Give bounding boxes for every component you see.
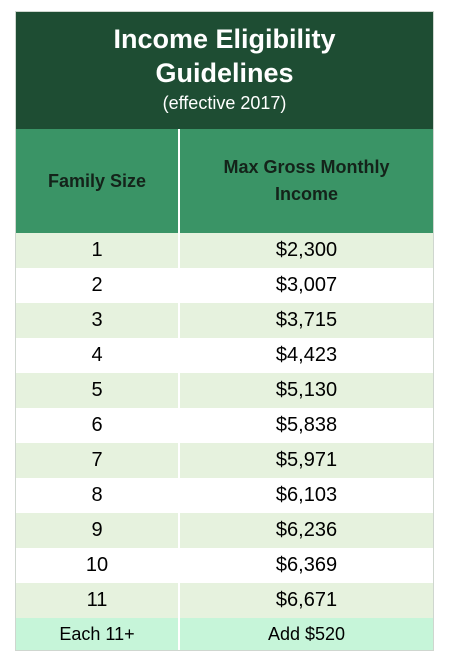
footer-row: Each 11+ Add $520 — [16, 618, 433, 650]
table-row: 5 $5,130 — [16, 373, 433, 408]
family-size-cell: 11 — [16, 583, 180, 618]
guidelines-grid: Family Size Max Gross Monthly Income 1 $2… — [16, 129, 433, 650]
income-cell: $6,369 — [179, 548, 433, 583]
income-eligibility-table: Income Eligibility Guidelines (effective… — [15, 11, 434, 651]
table-row: 8 $6,103 — [16, 478, 433, 513]
footer-size-cell: Each 11+ — [16, 618, 180, 650]
family-size-cell: 2 — [16, 268, 180, 303]
family-size-cell: 7 — [16, 443, 180, 478]
footer-income-cell: Add $520 — [179, 618, 433, 650]
max-income-header-line-1: Max Gross Monthly — [223, 157, 390, 177]
table-row: 11 $6,671 — [16, 583, 433, 618]
title-banner: Income Eligibility Guidelines (effective… — [16, 12, 433, 129]
table-row: 2 $3,007 — [16, 268, 433, 303]
table-row: 9 $6,236 — [16, 513, 433, 548]
income-cell: $5,838 — [179, 408, 433, 443]
income-cell: $6,103 — [179, 478, 433, 513]
income-cell: $6,236 — [179, 513, 433, 548]
family-size-cell: 6 — [16, 408, 180, 443]
title-line-1: Income Eligibility — [113, 24, 336, 54]
table-row: 6 $5,838 — [16, 408, 433, 443]
income-cell: $6,671 — [179, 583, 433, 618]
income-cell: $2,300 — [179, 233, 433, 268]
family-size-cell: 8 — [16, 478, 180, 513]
header-row: Family Size Max Gross Monthly Income — [16, 129, 433, 233]
income-cell: $5,971 — [179, 443, 433, 478]
family-size-cell: 1 — [16, 233, 180, 268]
family-size-cell: 5 — [16, 373, 180, 408]
table-row: 3 $3,715 — [16, 303, 433, 338]
table-row: 4 $4,423 — [16, 338, 433, 373]
max-income-header: Max Gross Monthly Income — [179, 129, 433, 233]
family-size-cell: 9 — [16, 513, 180, 548]
family-size-cell: 10 — [16, 548, 180, 583]
family-size-header: Family Size — [16, 129, 180, 233]
family-size-cell: 4 — [16, 338, 180, 373]
table-row: 1 $2,300 — [16, 233, 433, 268]
title-line-2: Guidelines — [155, 58, 294, 88]
income-cell: $3,715 — [179, 303, 433, 338]
subtitle: (effective 2017) — [162, 93, 287, 113]
income-cell: $4,423 — [179, 338, 433, 373]
max-income-header-line-2: Income — [274, 184, 339, 204]
income-cell: $5,130 — [179, 373, 433, 408]
table-row: 10 $6,369 — [16, 548, 433, 583]
income-cell: $3,007 — [179, 268, 433, 303]
family-size-cell: 3 — [16, 303, 180, 338]
table-row: 7 $5,971 — [16, 443, 433, 478]
family-size-header-label: Family Size — [47, 170, 147, 191]
